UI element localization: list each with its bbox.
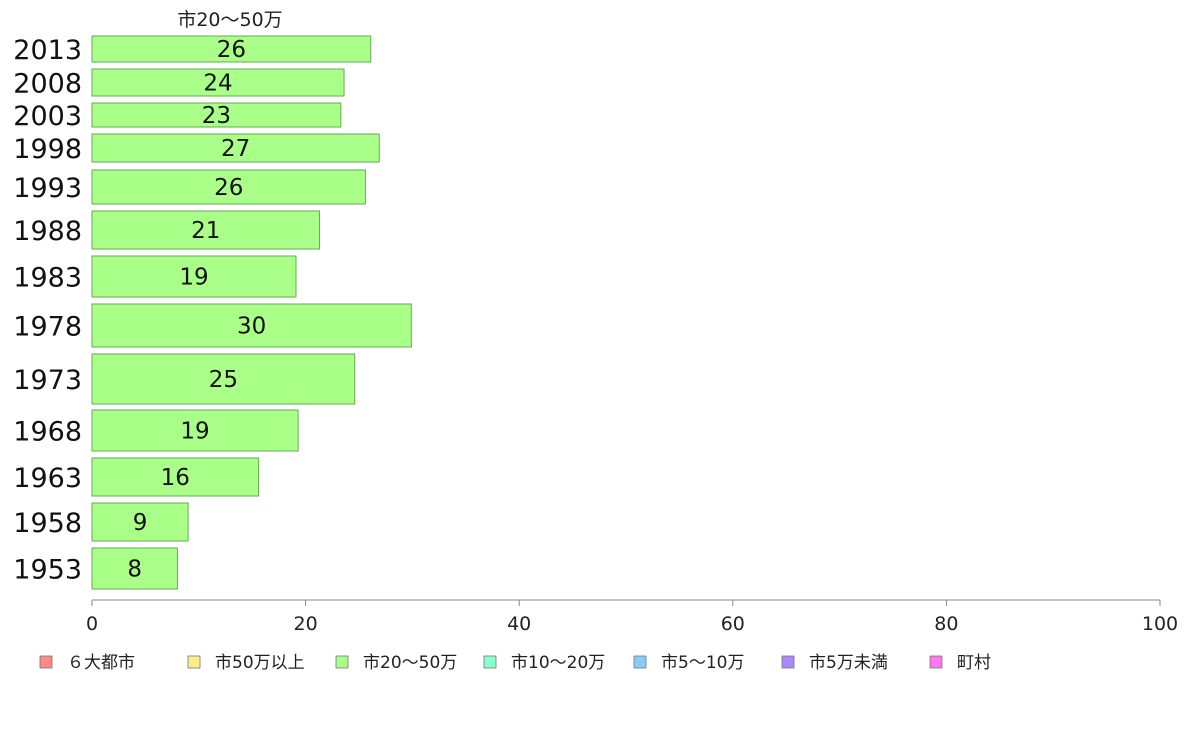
bar-1983 [91, 255, 297, 298]
value-label-2013: 26 [217, 37, 246, 63]
value-label-1958: 9 [133, 510, 148, 536]
legend-swatch-1 [187, 655, 201, 669]
value-label-1988: 21 [191, 218, 220, 244]
legend-label-5: 市5万未満 [809, 653, 888, 673]
legend-label-3: 市10〜20万 [511, 653, 605, 673]
legend-swatch-3 [483, 655, 497, 669]
value-label-1963: 16 [161, 465, 190, 491]
legend-label-0: ６大都市 [67, 653, 135, 673]
legend-label-1: 市50万以上 [215, 653, 305, 673]
legend-swatch-4 [633, 655, 647, 669]
year-label-1993: 1993 [13, 173, 82, 204]
value-label-1998: 27 [221, 136, 250, 162]
x-axis: 0 20 40 60 80 100 [86, 599, 1178, 635]
value-label-1983: 19 [179, 265, 208, 291]
year-label-1973: 1973 [13, 365, 82, 396]
value-label-1953: 8 [127, 557, 142, 583]
bar-1968 [91, 409, 299, 452]
bar-2013 [91, 35, 372, 63]
legend-swatch-2 [335, 655, 349, 669]
legend: ６大都市 市50万以上 市20〜50万 市10〜20万 市5〜10万 市5万未満 町村 [39, 653, 991, 673]
bar-1998 [91, 133, 380, 163]
value-label-1968: 19 [180, 419, 209, 445]
bar-1953 [91, 547, 178, 590]
value-label-2008: 24 [203, 71, 232, 97]
x-tick-label-100: 100 [1142, 613, 1178, 635]
bar-2003 [91, 102, 342, 128]
year-label-1988: 1988 [13, 216, 82, 247]
value-label-1993: 26 [214, 175, 243, 201]
year-label-2013: 2013 [13, 35, 82, 66]
year-label-1968: 1968 [13, 417, 82, 448]
x-tick-label-0: 0 [86, 613, 98, 635]
value-label-1973: 25 [209, 367, 238, 393]
year-label-1953: 1953 [13, 555, 82, 586]
bar-2008 [91, 68, 345, 97]
value-label-1978: 30 [237, 314, 266, 340]
legend-swatch-5 [781, 655, 795, 669]
legend-swatch-0 [39, 655, 53, 669]
value-label-2003: 23 [202, 103, 231, 129]
year-label-1963: 1963 [13, 463, 82, 494]
year-label-1978: 1978 [13, 312, 82, 343]
year-label-1958: 1958 [13, 508, 82, 539]
year-label-2003: 2003 [13, 101, 82, 132]
x-tick-label-60: 60 [721, 613, 745, 635]
bar-1978 [91, 303, 412, 348]
x-tick-label-40: 40 [507, 613, 531, 635]
bar-1988 [91, 210, 320, 250]
x-tick-label-20: 20 [294, 613, 318, 635]
x-tick-label-80: 80 [934, 613, 958, 635]
legend-label-6: 町村 [957, 653, 991, 673]
legend-label-2: 市20〜50万 [363, 653, 457, 673]
series-title: 市20〜50万 [177, 9, 282, 31]
bar-1963 [91, 457, 260, 497]
bar-1993 [91, 169, 366, 205]
legend-label-4: 市5〜10万 [661, 653, 744, 673]
bar-1973 [91, 353, 356, 405]
year-label-1998: 1998 [13, 134, 82, 165]
legend-swatch-6 [929, 655, 943, 669]
year-label-1983: 1983 [13, 263, 82, 294]
year-label-2008: 2008 [13, 69, 82, 100]
bar-1958 [91, 502, 189, 542]
